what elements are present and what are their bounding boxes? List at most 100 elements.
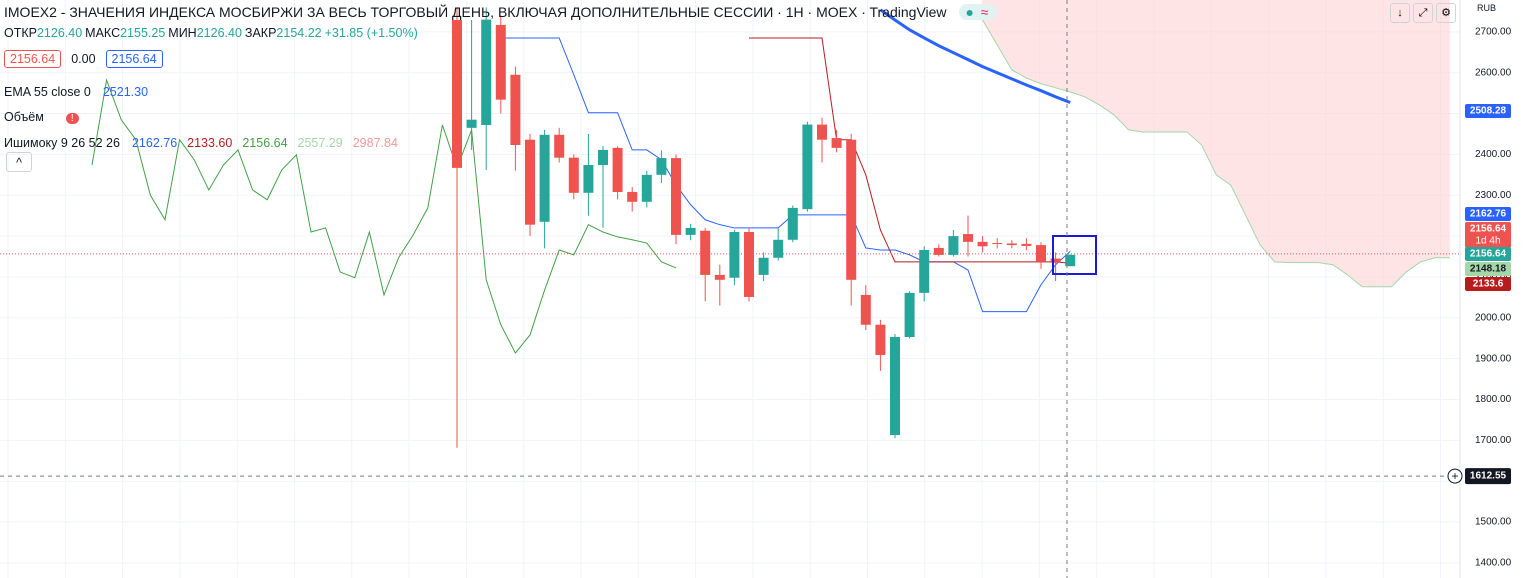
- candle-body: [773, 239, 784, 258]
- ohlc-value: 2126.40: [196, 26, 242, 40]
- indicator-name: Объём: [4, 110, 44, 124]
- currency: RUB: [1477, 3, 1497, 13]
- add-button: [1447, 468, 1463, 484]
- candle-body: [875, 324, 886, 355]
- candle-body: [641, 174, 652, 202]
- collapse-button[interactable]: ^: [6, 152, 32, 172]
- candle-body: [495, 24, 506, 100]
- crosshair-badge: [1465, 468, 1511, 485]
- price-boxes: 2156.64 0.00 2156.64: [4, 50, 173, 68]
- indicator-row: Объём!: [4, 105, 408, 131]
- candle-body: [714, 274, 725, 280]
- add-icon: +: [1451, 469, 1458, 483]
- status-icon: ≈: [980, 4, 989, 20]
- candle-body: [452, 20, 462, 168]
- indicator-value: 2162.76: [131, 136, 178, 150]
- price-badge-label: 2508.28: [1470, 106, 1507, 117]
- candle-body: [627, 191, 638, 202]
- crosshair-price: 1612.55: [1470, 471, 1507, 482]
- price-badge-label: 2162.76: [1470, 209, 1507, 220]
- candle-body: [554, 134, 565, 158]
- candle-body: [671, 158, 681, 235]
- candle-body: [933, 247, 944, 255]
- y-tick-label: 2300.00: [1475, 190, 1512, 201]
- indicator-line: [749, 37, 1071, 264]
- fit-button[interactable]: ⤢: [1413, 3, 1433, 23]
- candle-body: [729, 232, 740, 278]
- candle-body: [685, 227, 696, 235]
- candle-body: [846, 139, 857, 280]
- status-badge[interactable]: ● ≈: [959, 4, 998, 20]
- ohlc-value: 2155.25: [120, 26, 166, 40]
- change: +31.85 (+1.50%): [324, 26, 418, 40]
- candle-body: [598, 149, 608, 166]
- title-row: IMOEX2 - ЗНАЧЕНИЯ ИНДЕКСА МОСБИРЖИ ЗА ВЕ…: [4, 4, 1000, 20]
- indicator-line: [879, 8, 1071, 104]
- cloud-area: [982, 0, 1450, 287]
- indicators: EMA 55 close 0 2521.30 Объём! Ишимоку 9 26 …: [4, 80, 408, 156]
- y-tick-label: 1700.00: [1475, 435, 1512, 446]
- candle-body: [787, 207, 798, 240]
- indicator-row: EMA 55 close 0 2521.30: [4, 80, 408, 105]
- y-tick-label: 1800.00: [1475, 394, 1512, 405]
- ohlc-label: МАКС: [85, 26, 121, 40]
- indicator-line: [91, 78, 677, 354]
- y-tick-label: 1900.00: [1475, 353, 1512, 364]
- candle-body: [948, 236, 959, 255]
- candle-body: [758, 257, 769, 275]
- price-badge-label: 2156.64: [1470, 224, 1507, 235]
- candle-body: [481, 19, 492, 125]
- ohlc-label: ЗАКР: [244, 26, 277, 40]
- candle-body: [510, 74, 521, 146]
- toolbar: ↓ ⤢ ⚙: [1390, 3, 1456, 23]
- candle-body: [963, 234, 973, 242]
- countdown: 1d 4h: [1475, 236, 1500, 247]
- price-badge: [1465, 247, 1511, 261]
- settings-button[interactable]: ⚙: [1436, 3, 1456, 23]
- candle-body: [466, 119, 477, 128]
- highlight-box: [1052, 235, 1097, 275]
- price-box: 2156.64: [4, 50, 62, 68]
- candle-body: [1006, 243, 1017, 246]
- price-badge: [1465, 207, 1511, 221]
- y-tick-label: 1400.00: [1475, 558, 1512, 569]
- ohlc-value: 2126.40: [36, 26, 83, 40]
- candle-body: [904, 292, 915, 337]
- y-tick-label: 2000.00: [1475, 312, 1512, 323]
- scroll-button[interactable]: ↓: [1390, 3, 1410, 23]
- ohlc-label: ОТКР: [4, 26, 37, 40]
- candle-body: [1065, 254, 1076, 267]
- price-badge: [1465, 262, 1511, 276]
- indicator-value: 2156.64: [242, 136, 288, 150]
- candle-body: [831, 138, 842, 148]
- indicator-value: 2557.29: [297, 136, 343, 150]
- price-box: 0.00: [71, 52, 96, 66]
- price-badge: [1465, 104, 1511, 118]
- indicator-row: Ишимоку 9 26 52 26 2162.76 2133.60 2156.64 2…: [4, 131, 408, 156]
- price-badge-label: 2148.18: [1470, 264, 1507, 275]
- candle-body: [992, 243, 1003, 245]
- candle-body: [1050, 258, 1061, 263]
- ohlc-row: ОТКР2126.40 МАКС2155.25 МИН2126.40 ЗАКР2154…: [4, 26, 421, 40]
- candle-body: [817, 124, 827, 140]
- indicator-name: EMA 55 close 0: [4, 85, 91, 99]
- indicator-name: Ишимоку 9 26 52 26: [4, 136, 120, 150]
- candle-body: [700, 230, 711, 275]
- price-badge: [1465, 277, 1511, 291]
- title: IMOEX2 - ЗНАЧЕНИЯ ИНДЕКСА МОСБИРЖИ ЗА ВЕ…: [4, 4, 947, 20]
- ohlc-label: МИН: [168, 26, 197, 40]
- candle-body: [1021, 243, 1032, 246]
- candle-body: [977, 241, 988, 247]
- indicator-value: 2521.30: [102, 85, 149, 99]
- candle-body: [860, 294, 871, 325]
- candle-body: [525, 139, 535, 225]
- candle-body: [656, 158, 667, 175]
- indicator-line: [982, 19, 1450, 288]
- candle-body: [744, 232, 754, 297]
- candle-body: [539, 134, 550, 222]
- indicator-line: [500, 37, 1071, 313]
- price-box: 2156.64: [105, 50, 163, 68]
- indicator-value: 2987.84: [352, 136, 398, 150]
